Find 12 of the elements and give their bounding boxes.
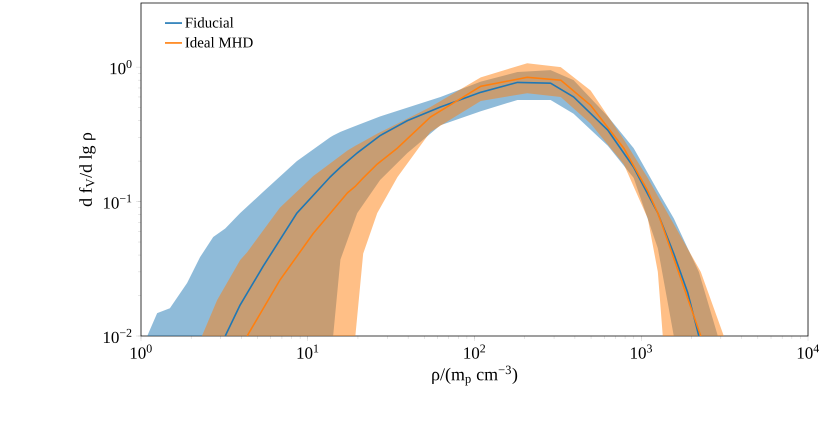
legend-label: Fiducial [185,17,234,28]
legend-label: Ideal MHD [185,37,253,48]
x-axis-title: ρ/(m$_{p}$ cm$^{−3}$) [432,366,518,386]
x-tick-label: 10$^{2}$ [464,344,486,359]
y-tick-label: 10$^{−2}$ [104,328,132,344]
x-tick-label: 10$^{3}$ [631,344,652,359]
x-tick-label: 10$^{4}$ [798,344,820,359]
y-axis-title: d f$_{V}$/d lg ρ [79,132,96,206]
x-tick-label: 10$^{0}$ [130,344,152,359]
x-tick-label: 10$^{1}$ [298,344,318,359]
y-tick-label: 10$^{0}$ [110,60,132,74]
y-tick-label: 10$^{−1}$ [104,194,132,209]
